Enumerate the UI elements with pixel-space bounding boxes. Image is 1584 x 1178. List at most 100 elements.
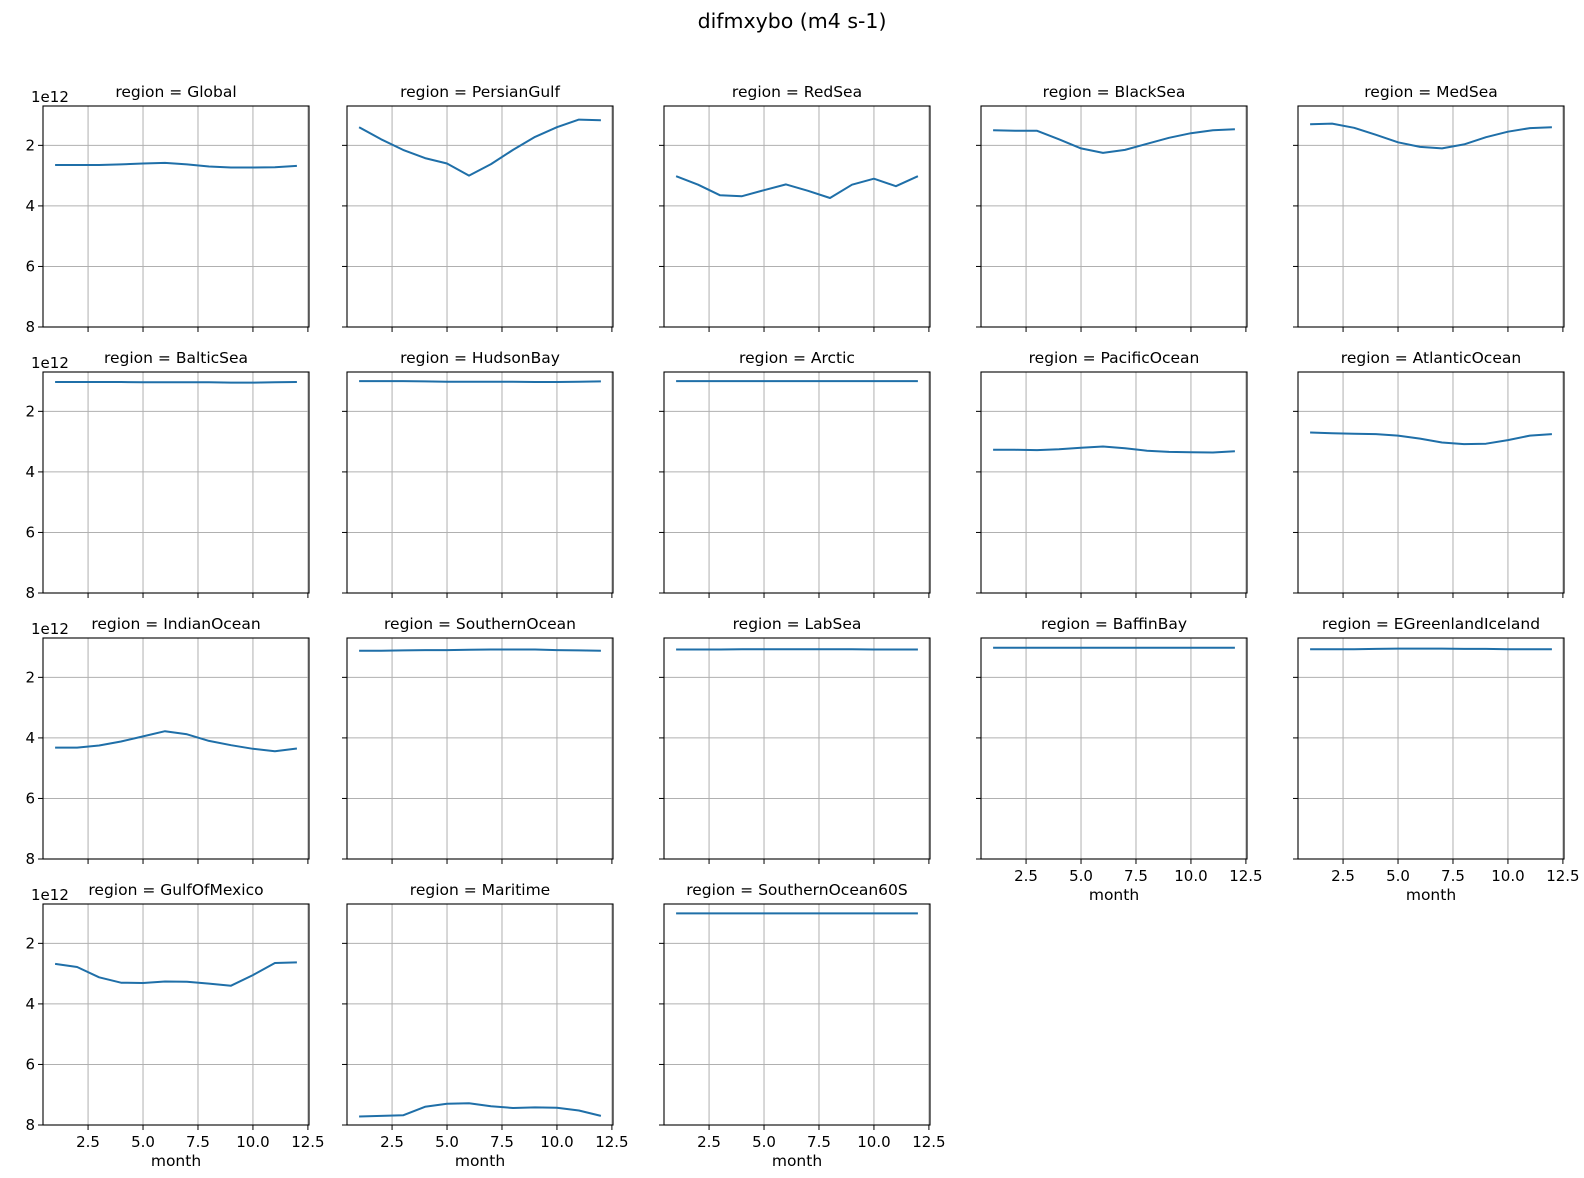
panel-title: region = Maritime — [410, 881, 550, 899]
panel-17: 2.5 5.0 7.5 10.0 12.5 region = SouthernOcean6… — [659, 881, 946, 1170]
x-tick-label: 12.5 — [1229, 867, 1262, 885]
panel-11: region = SouthernOcean — [342, 615, 614, 864]
panel-10: 2 4 6 8 1e12 region = IndianOcean — [25, 615, 310, 868]
panel-title: region = SouthernOcean — [384, 615, 576, 633]
y-tick-label: 6 — [25, 523, 35, 541]
series-line — [359, 380, 601, 383]
x-tick-label: 7.5 — [490, 1133, 514, 1151]
y-tick-label: 8 — [25, 318, 35, 336]
x-tick-label: 2.5 — [697, 1133, 721, 1151]
x-tick-label: 10.0 — [236, 1133, 269, 1151]
y-offset-label: 1e12 — [31, 886, 69, 904]
panel-title: region = PacificOcean — [1029, 349, 1200, 367]
axes-frame — [42, 105, 310, 328]
x-tick-label: 12.5 — [1546, 867, 1579, 885]
panel-15: 2.5 5.0 7.5 10.0 12.5 2 4 6 8 1e12 region = GulfOf… — [25, 881, 324, 1170]
axes-frame — [42, 903, 310, 1126]
panel-title: region = BlackSea — [1043, 83, 1186, 101]
x-tick-label: 5.0 — [752, 1133, 776, 1151]
x-tick-label: 2.5 — [76, 1133, 100, 1151]
panel-1: region = PersianGulf — [342, 83, 614, 332]
y-offset-label: 1e12 — [31, 354, 69, 372]
series-line — [1310, 431, 1552, 446]
panel-title: region = GulfOfMexico — [88, 881, 263, 899]
axes-frame — [663, 903, 931, 1126]
axes-frame — [1297, 371, 1565, 594]
y-tick-label: 2 — [25, 934, 35, 952]
y-offset-label: 1e12 — [31, 620, 69, 638]
panel-title: region = MedSea — [1364, 83, 1497, 101]
series-line — [993, 128, 1235, 154]
panel-title: region = Arctic — [739, 349, 855, 367]
panel-title: region = HudsonBay — [400, 349, 560, 367]
series-line — [54, 961, 297, 987]
panel-title: region = LabSea — [733, 615, 862, 633]
axes-frame — [346, 105, 614, 328]
x-tick-label: 7.5 — [186, 1133, 210, 1151]
panel-14: 2.5 5.0 7.5 10.0 12.5 region = EGreenlandIcel… — [1293, 615, 1580, 904]
x-tick-label: 10.0 — [1491, 867, 1524, 885]
panel-title: region = BaffinBay — [1041, 615, 1187, 633]
axes-frame — [663, 637, 931, 860]
y-tick-label: 4 — [25, 197, 35, 215]
x-tick-label: 5.0 — [1386, 867, 1410, 885]
x-tick-label: 7.5 — [807, 1133, 831, 1151]
y-offset-label: 1e12 — [31, 88, 69, 106]
x-tick-label: 12.5 — [912, 1133, 945, 1151]
axes-frame — [663, 105, 931, 328]
panel-13: 2.5 5.0 7.5 10.0 12.5 region = BaffinBay month — [976, 615, 1263, 904]
x-axis-label: month — [455, 1152, 505, 1170]
y-tick-label: 8 — [25, 1116, 35, 1134]
panel-title: region = Global — [115, 83, 236, 101]
figure-title: difmxybo (m4 s-1) — [698, 9, 887, 33]
panel-title: region = RedSea — [732, 83, 862, 101]
y-tick-label: 4 — [25, 729, 35, 747]
axes-frame — [42, 371, 310, 594]
axes-frame — [346, 371, 614, 594]
x-axis-label: month — [772, 1152, 822, 1170]
x-tick-label: 7.5 — [1441, 867, 1465, 885]
axes-frame — [1297, 105, 1565, 328]
y-tick-label: 8 — [25, 850, 35, 868]
axes-frame — [346, 637, 614, 860]
x-tick-label: 5.0 — [131, 1133, 155, 1151]
panel-title: region = SouthernOcean60S — [686, 881, 908, 899]
series-line — [55, 161, 297, 169]
panel-title: region = AtlanticOcean — [1341, 349, 1521, 367]
series-line — [1310, 647, 1552, 651]
panel-8: region = PacificOcean — [976, 349, 1248, 598]
series-line — [993, 445, 1235, 454]
series-line — [675, 175, 919, 199]
x-tick-label: 12.5 — [595, 1133, 628, 1151]
x-tick-label: 5.0 — [1069, 867, 1093, 885]
axes-frame — [663, 371, 931, 594]
axes-frame — [980, 105, 1248, 328]
y-tick-label: 4 — [25, 463, 35, 481]
axes-frame — [980, 371, 1248, 594]
panel-16: 2.5 5.0 7.5 10.0 12.5 region = Maritime month — [342, 881, 629, 1170]
panel-3: region = BlackSea — [976, 83, 1248, 332]
axes-frame — [1297, 637, 1565, 860]
x-axis-label: month — [1089, 886, 1139, 904]
x-tick-label: 10.0 — [857, 1133, 890, 1151]
x-tick-label: 2.5 — [380, 1133, 404, 1151]
x-tick-label: 10.0 — [540, 1133, 573, 1151]
x-tick-label: 2.5 — [1014, 867, 1038, 885]
axes-frame — [346, 903, 614, 1126]
panel-title: region = PersianGulf — [400, 83, 560, 101]
panel-4: region = MedSea — [1293, 83, 1565, 332]
series-line — [1310, 122, 1552, 150]
series-line — [55, 730, 298, 753]
y-tick-label: 2 — [25, 402, 35, 420]
series-line — [359, 648, 601, 652]
panel-9: region = AtlanticOcean — [1293, 349, 1565, 598]
panel-0: 2 4 6 8 1e12 region = Global — [25, 83, 310, 336]
x-tick-label: 7.5 — [1124, 867, 1148, 885]
series-line — [55, 381, 297, 384]
panel-7: region = Arctic — [659, 349, 931, 598]
axes-frame — [980, 637, 1248, 860]
x-axis-label: month — [1406, 886, 1456, 904]
panel-6: region = HudsonBay — [342, 349, 614, 598]
panel-5: 2 4 6 8 1e12 region = BalticSea — [25, 349, 310, 602]
